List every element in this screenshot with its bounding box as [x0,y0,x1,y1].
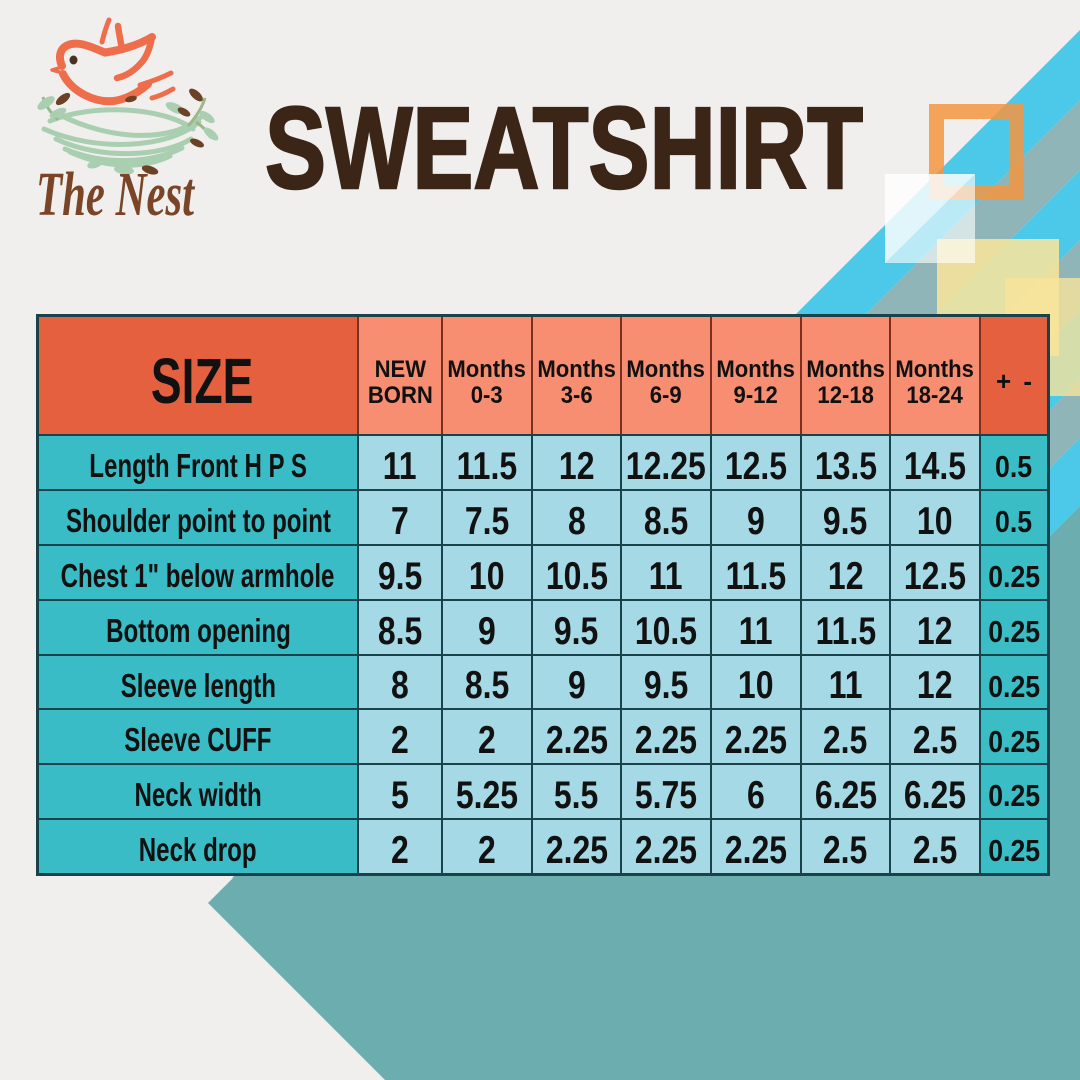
svg-text:SWEATSHIRT: SWEATSHIRT [265,83,863,213]
svg-text:The Nest: The Nest [36,161,195,229]
